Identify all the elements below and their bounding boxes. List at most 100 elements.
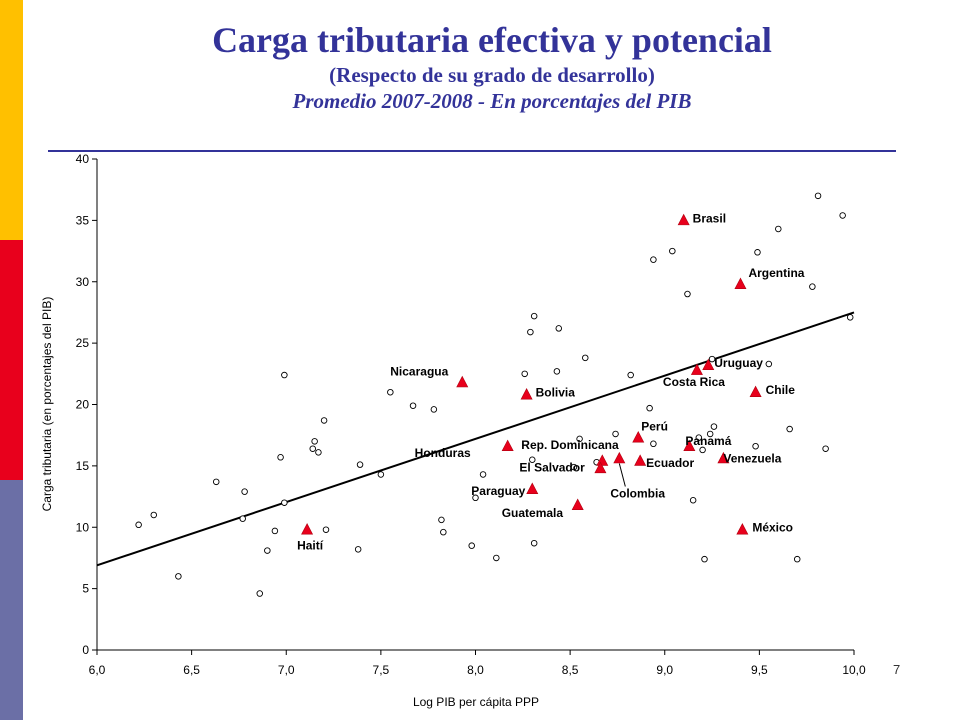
country-label: Perú bbox=[641, 420, 668, 434]
highlighted-point bbox=[571, 498, 584, 510]
data-point bbox=[695, 434, 703, 441]
highlighted-point bbox=[526, 482, 539, 494]
data-point bbox=[701, 555, 708, 563]
country-label: Colombia bbox=[610, 487, 665, 501]
country-label: Chile bbox=[766, 383, 796, 397]
highlighted-point bbox=[717, 451, 730, 464]
accent-bar-red bbox=[0, 240, 23, 480]
data-point bbox=[530, 539, 538, 547]
data-point bbox=[822, 445, 829, 452]
data-point bbox=[699, 446, 706, 454]
data-point bbox=[256, 590, 264, 597]
data-point bbox=[684, 290, 691, 298]
country-label: Paraguay bbox=[471, 484, 525, 498]
data-point bbox=[320, 417, 328, 424]
data-point bbox=[669, 247, 676, 255]
y-tick-label: 15 bbox=[76, 459, 90, 473]
highlighted-point bbox=[634, 454, 647, 466]
data-point bbox=[650, 440, 657, 448]
data-point bbox=[527, 328, 534, 336]
data-point bbox=[754, 249, 761, 256]
data-point bbox=[650, 256, 657, 263]
data-point bbox=[387, 388, 394, 396]
country-label: Panamá bbox=[685, 434, 731, 448]
country-label: Brasil bbox=[693, 211, 726, 225]
accent-bar-yellow bbox=[0, 0, 23, 240]
highlighted-point bbox=[301, 523, 314, 535]
country-label: Venezuela bbox=[723, 452, 781, 466]
data-point bbox=[409, 402, 417, 409]
data-point bbox=[354, 546, 362, 553]
x-tick-label: 9,0 bbox=[656, 663, 673, 677]
country-label: Honduras bbox=[415, 446, 471, 460]
country-label: Bolivia bbox=[536, 386, 576, 400]
data-point bbox=[582, 354, 589, 362]
highlighted-point bbox=[456, 375, 469, 388]
data-point bbox=[241, 488, 248, 495]
title-divider bbox=[48, 150, 896, 152]
country-label: Ecuador bbox=[646, 456, 694, 470]
page-number: 7 bbox=[893, 662, 901, 677]
data-point bbox=[277, 454, 284, 461]
data-point bbox=[706, 430, 714, 438]
y-tick-label: 40 bbox=[76, 152, 90, 166]
data-point bbox=[135, 521, 142, 529]
highlighted-point bbox=[677, 213, 690, 226]
colombia-leader-line bbox=[618, 463, 626, 487]
highlighted-point bbox=[613, 451, 626, 464]
data-point bbox=[281, 371, 288, 379]
data-point bbox=[150, 511, 158, 519]
data-point bbox=[710, 423, 718, 430]
highlighted-point bbox=[594, 461, 607, 474]
data-point bbox=[271, 527, 279, 535]
x-tick-label: 7,0 bbox=[278, 663, 295, 677]
data-point bbox=[472, 494, 479, 502]
x-tick-label: 10,0 bbox=[842, 663, 866, 677]
data-point bbox=[311, 438, 318, 445]
data-point bbox=[814, 192, 822, 200]
data-point bbox=[530, 312, 538, 320]
page-subtitle-period: Promedio 2007-2008 - En porcentajes del … bbox=[292, 89, 692, 113]
data-point bbox=[529, 456, 536, 463]
data-point bbox=[212, 478, 220, 486]
x-tick-label: 6,5 bbox=[183, 663, 200, 677]
data-point bbox=[765, 360, 773, 368]
x-tick-label: 7,5 bbox=[373, 663, 390, 677]
data-point bbox=[377, 471, 385, 478]
data-point bbox=[281, 499, 288, 506]
page-title: Carga tributaria efectiva y potencial bbox=[212, 20, 772, 60]
country-label: Nicaragua bbox=[390, 364, 448, 378]
x-tick-label: 8,5 bbox=[562, 663, 579, 677]
y-tick-label: 10 bbox=[76, 520, 90, 534]
data-point bbox=[322, 526, 330, 533]
data-point bbox=[570, 463, 578, 471]
highlighted-point bbox=[749, 385, 762, 398]
data-point bbox=[793, 555, 801, 563]
data-point bbox=[521, 370, 528, 378]
highlighted-point bbox=[683, 439, 696, 452]
data-point bbox=[809, 283, 816, 290]
x-tick-label: 6,0 bbox=[89, 663, 106, 677]
highlighted-point bbox=[734, 277, 747, 290]
data-point bbox=[846, 314, 854, 321]
y-axis-label: Carga tributaria (en porcentajes del PIB… bbox=[40, 297, 54, 512]
data-point bbox=[555, 325, 563, 332]
x-axis-label: Log PIB per cápita PPP bbox=[413, 695, 539, 709]
data-point bbox=[468, 542, 475, 549]
highlighted-point bbox=[702, 358, 715, 371]
y-tick-label: 30 bbox=[76, 275, 90, 289]
data-point bbox=[264, 547, 271, 554]
data-point bbox=[430, 406, 438, 413]
country-label: México bbox=[752, 521, 793, 535]
highlighted-point bbox=[632, 430, 645, 443]
data-point bbox=[175, 573, 182, 580]
data-point bbox=[775, 225, 782, 233]
data-point bbox=[315, 449, 322, 456]
data-point bbox=[576, 435, 583, 443]
trend-line bbox=[96, 311, 855, 567]
highlighted-point bbox=[501, 439, 514, 452]
data-point bbox=[309, 445, 316, 452]
data-point bbox=[708, 355, 716, 363]
data-point bbox=[627, 371, 634, 379]
country-label: Uruguay bbox=[714, 356, 763, 370]
